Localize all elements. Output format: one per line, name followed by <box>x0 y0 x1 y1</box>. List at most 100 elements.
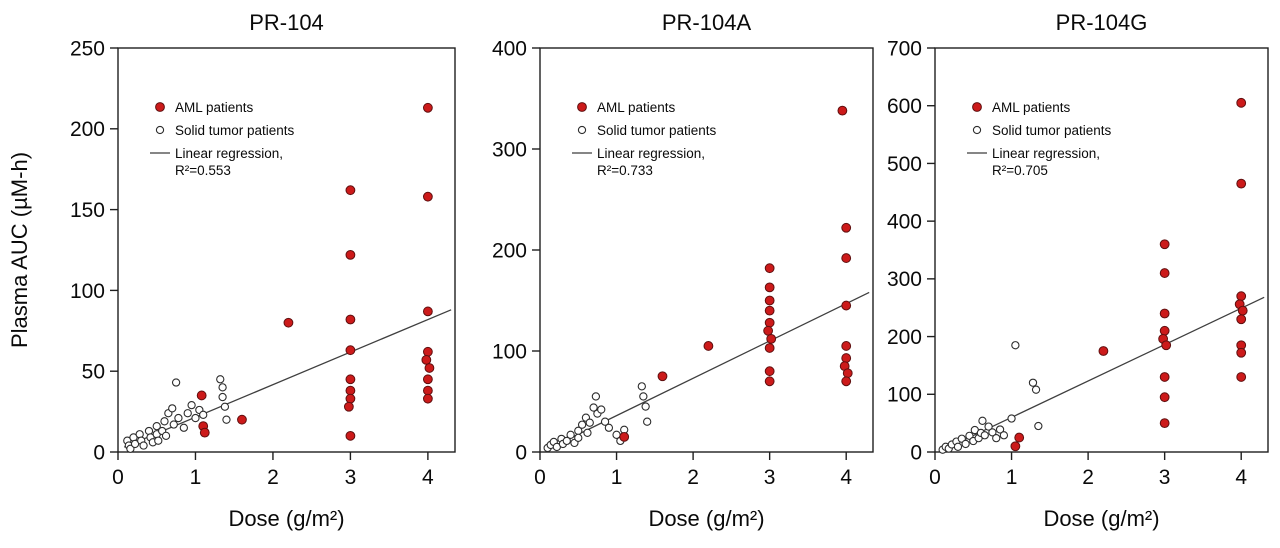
x-axis-label: Dose (g/m²) <box>228 506 344 531</box>
regression-line <box>940 296 1265 452</box>
aml-patient-point <box>421 354 432 365</box>
aml-patient-point <box>1236 314 1247 325</box>
aml-patient-point <box>703 341 714 351</box>
legend-r2-label: R²=0.705 <box>992 163 1048 178</box>
aml-patient-point <box>841 300 852 311</box>
aml-patient-point <box>1159 268 1170 278</box>
aml-patient-point <box>1236 291 1247 302</box>
x-tick-label: 4 <box>840 466 852 489</box>
solid-tumor-point <box>168 404 177 413</box>
aml-patient-point <box>422 393 433 404</box>
aml-patient-point <box>1236 347 1247 358</box>
aml-patient-point <box>764 295 775 306</box>
legend-aml-marker-icon <box>577 102 587 112</box>
solid-tumor-point <box>574 433 583 443</box>
aml-patient-point <box>345 249 356 260</box>
aml-patient-point <box>841 353 852 363</box>
aml-patient-point <box>619 431 630 442</box>
solid-tumor-point <box>218 392 227 402</box>
aml-patient-point <box>1159 418 1170 429</box>
aml-patient-point <box>345 345 356 356</box>
x-tick-label: 1 <box>190 466 202 489</box>
y-tick-label: 100 <box>492 340 527 363</box>
solid-tumor-point <box>639 392 648 401</box>
aml-patient-point <box>345 393 356 404</box>
aml-patient-point <box>841 253 852 263</box>
regression-line <box>123 309 452 448</box>
legend-aml-label: AML patients <box>175 100 254 115</box>
solid-tumor-point <box>160 417 169 426</box>
aml-patient-point <box>842 368 853 379</box>
aml-patient-point <box>841 222 852 233</box>
aml-patient-point <box>422 374 433 385</box>
x-tick-label: 0 <box>534 466 546 489</box>
aml-patient-point <box>764 343 775 353</box>
solid-tumor-point <box>139 441 148 450</box>
solid-tumor-point <box>126 444 135 453</box>
chart-pr-104: 0 50 100 150 200 250 0 1 2 3 4 PR-104 Dose (g/m²) Pla… <box>7 10 456 531</box>
solid-tumor-point <box>637 382 646 391</box>
y-tick-label: 50 <box>82 361 105 384</box>
aml-patient-point <box>345 385 356 396</box>
solid-tumor-point <box>600 417 610 426</box>
aml-patient-point <box>763 325 774 336</box>
y-tick-label: 200 <box>70 118 105 141</box>
legend-regression-label: Linear regression, <box>992 146 1100 161</box>
x-tick-label: 4 <box>422 466 434 489</box>
plot-frame <box>934 47 1269 453</box>
legend-solid-tumor-marker-icon <box>155 125 165 135</box>
aml-patient-point <box>764 317 775 328</box>
solid-tumor-point <box>597 405 606 414</box>
aml-patient-point <box>764 282 775 293</box>
y-tick-label: 0 <box>515 441 527 464</box>
aml-patient-point <box>422 306 433 317</box>
y-tick-label: 0 <box>910 441 922 464</box>
solid-tumor-point <box>566 430 575 439</box>
aml-patient-point <box>422 385 433 396</box>
y-tick-label: 0 <box>93 441 105 464</box>
legend-r2-label: R²=0.553 <box>175 163 231 178</box>
aml-patient-point <box>345 374 356 385</box>
x-axis-label: Dose (g/m²) <box>1043 506 1159 531</box>
chart-title: PR-104A <box>662 10 752 35</box>
y-tick-label: 400 <box>492 37 527 60</box>
y-tick-label: 700 <box>887 37 922 60</box>
legend-solid-tumor-marker-icon <box>972 125 982 135</box>
solid-tumor-point <box>218 383 227 392</box>
solid-tumor-point <box>1028 378 1038 387</box>
y-tick-label: 300 <box>887 268 922 291</box>
aml-patient-point <box>1161 340 1172 351</box>
solid-tumor-point <box>216 375 225 384</box>
aml-patient-point <box>345 430 356 441</box>
legend-regression-label: Linear regression, <box>175 146 283 161</box>
aml-patient-point <box>764 376 775 387</box>
y-tick-label: 300 <box>492 138 527 161</box>
x-tick-label: 2 <box>687 466 699 489</box>
aml-patient-point <box>1098 346 1109 356</box>
legend-aml-label: AML patients <box>992 100 1071 115</box>
solid-tumor-point <box>222 415 231 424</box>
solid-tumor-point <box>191 413 200 423</box>
aml-patient-point <box>1236 178 1247 189</box>
solid-tumor-point <box>174 413 183 423</box>
chart-title: PR-104G <box>1056 10 1148 35</box>
aml-patient-point <box>837 105 848 116</box>
aml-patient-point <box>283 317 294 328</box>
legend-aml-label: AML patients <box>597 100 676 115</box>
aml-patient-point <box>199 427 210 438</box>
solid-tumor-point <box>562 436 571 446</box>
solid-tumor-point <box>577 420 587 429</box>
y-tick-label: 100 <box>887 384 922 407</box>
aml-patient-point <box>422 191 433 202</box>
x-tick-label: 4 <box>1235 466 1247 489</box>
chart-title: PR-104 <box>249 10 324 35</box>
solid-tumor-point <box>961 439 970 449</box>
aml-patient-point <box>1159 325 1170 336</box>
aml-patient-point <box>422 102 433 113</box>
aml-patient-point <box>657 371 668 382</box>
y-axis-label: Plasma AUC (µM-h) <box>7 152 32 348</box>
aml-patient-point <box>422 346 433 357</box>
solid-tumor-point <box>183 409 192 418</box>
